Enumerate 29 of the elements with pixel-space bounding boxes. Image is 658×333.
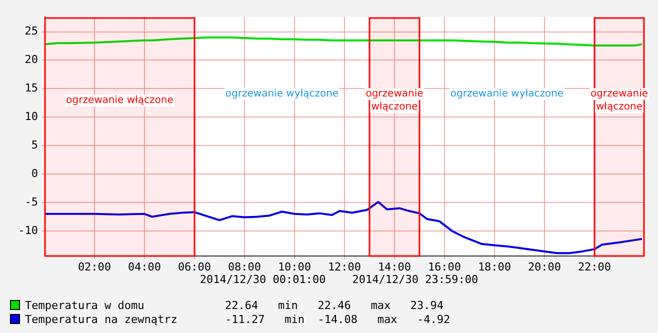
x-tick-label: 10:00 xyxy=(278,260,312,274)
text: -11.27 min -14.08 max -4.92 xyxy=(225,312,450,326)
band-label: ogrzewanie włączone xyxy=(66,95,174,106)
y-tick-label: 5 xyxy=(31,138,38,152)
legend-label: Temperatura w domu xyxy=(25,298,146,312)
text: 2014/12/30 00:01:00 2014/12/30 23:59:00 xyxy=(198,272,480,288)
x-tick-label: 22:00 xyxy=(578,260,612,274)
x-tick-label: 20:00 xyxy=(528,260,562,274)
x-tick-label: 16:00 xyxy=(428,260,462,274)
y-tick-label: -10 xyxy=(18,224,38,237)
x-tick-label: 08:00 xyxy=(228,260,262,274)
band-label: ogrzewanie włączone xyxy=(590,88,648,113)
y-tick-label: 15 xyxy=(24,82,38,95)
y-tick-label: 25 xyxy=(24,24,38,38)
x-tick-label: 18:00 xyxy=(478,260,512,274)
legend-label: Temperatura na zewnątrz xyxy=(25,312,178,326)
annotation: ogrzewanie wyłączone xyxy=(225,88,339,100)
x-tick-label: 12:00 xyxy=(328,260,362,274)
x-tick-label: 02:00 xyxy=(78,260,112,274)
x-tick-label: 14:00 xyxy=(378,260,412,274)
y-tick-label: 10 xyxy=(24,110,38,124)
x-tick-label: 06:00 xyxy=(178,260,212,274)
text: 22.64 min 22.46 max 23.94 xyxy=(225,298,444,312)
y-tick-label: 0 xyxy=(31,166,38,180)
band-label: ogrzewanie włączone xyxy=(366,88,424,113)
y-tick-label: 20 xyxy=(24,53,38,66)
annotation: ogrzewanie wyłaczone xyxy=(450,88,564,100)
y-tick-label: -5 xyxy=(24,195,38,208)
x-tick-label: 04:00 xyxy=(128,260,162,274)
